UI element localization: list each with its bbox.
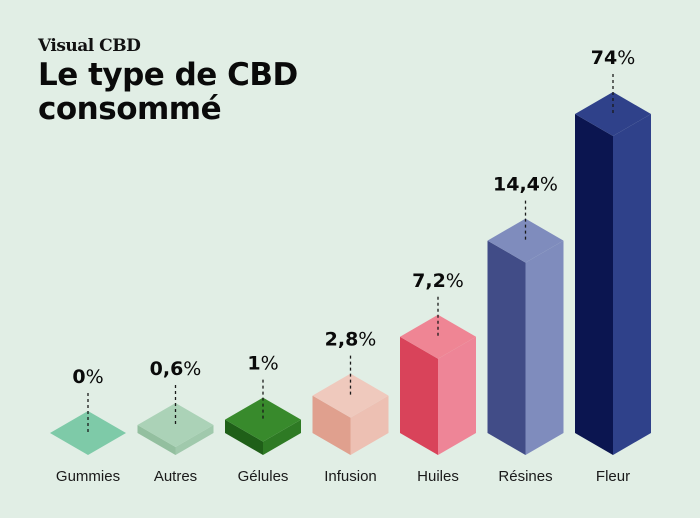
bar-fleur: 74% Fleur (575, 47, 651, 485)
bar-top-face (575, 92, 651, 136)
value-number: 2,8 (325, 329, 359, 351)
bar-top-face (50, 411, 126, 455)
bar-left-face (312, 395, 351, 455)
value-number: 7,2 (412, 270, 446, 292)
bar-top-face (137, 402, 214, 447)
value-label: 0% (72, 366, 103, 388)
bar-right-face (525, 240, 564, 455)
value-unit: % (446, 270, 464, 292)
bar-right-face (263, 419, 301, 455)
bar-right-face (350, 395, 389, 455)
value-label: 1% (247, 353, 278, 375)
category-label: Résines (498, 468, 552, 485)
value-label: 74% (591, 47, 636, 69)
category-label: Huiles (417, 468, 459, 485)
bar-right-face (613, 114, 651, 455)
bar-left-face (137, 424, 176, 455)
bar-top-face (225, 397, 301, 442)
value-number: 1 (247, 353, 260, 375)
value-number: 0 (72, 366, 85, 388)
value-number: 14,4 (493, 174, 540, 196)
bar-gummies: 0% Gummies (50, 366, 126, 485)
bar-right-face (175, 424, 214, 455)
value-unit: % (358, 329, 376, 351)
bar-autres: 0,6% Autres (137, 358, 214, 485)
value-unit: % (183, 358, 201, 380)
bar-résines: 14,4% Résines (487, 174, 564, 485)
category-label: Infusion (324, 468, 377, 485)
bar-left-face (487, 240, 526, 455)
brand-logo: Visual CBD (38, 36, 141, 56)
value-unit: % (617, 47, 635, 69)
bar-left-face (575, 114, 613, 455)
bar-top-face (400, 314, 476, 359)
category-label: Autres (154, 468, 197, 485)
bar-huiles: 7,2% Huiles (400, 270, 476, 485)
bar-left-face (400, 336, 438, 455)
bar-infusion: 2,8% Infusion (312, 329, 389, 485)
value-number: 74 (591, 47, 617, 69)
category-label: Fleur (596, 468, 630, 485)
title-line-2: consommé (38, 91, 222, 127)
value-number: 0,6 (150, 358, 184, 380)
value-unit: % (261, 353, 279, 375)
bar-top-face (312, 373, 389, 418)
value-unit: % (540, 174, 558, 196)
value-label: 14,4% (493, 174, 558, 196)
bar-right-face (438, 336, 476, 455)
page-title: Le type de CBD consommé (38, 58, 298, 126)
bar-left-face (225, 419, 263, 455)
category-label: Gummies (56, 468, 120, 485)
bar-top-face (487, 218, 564, 263)
category-label: Gélules (238, 468, 289, 485)
value-label: 2,8% (325, 329, 377, 351)
bar-gélules: 1% Gélules (225, 353, 301, 485)
title-line-1: Le type de CBD (38, 57, 298, 93)
value-label: 0,6% (150, 358, 202, 380)
value-unit: % (86, 366, 104, 388)
value-label: 7,2% (412, 270, 464, 292)
